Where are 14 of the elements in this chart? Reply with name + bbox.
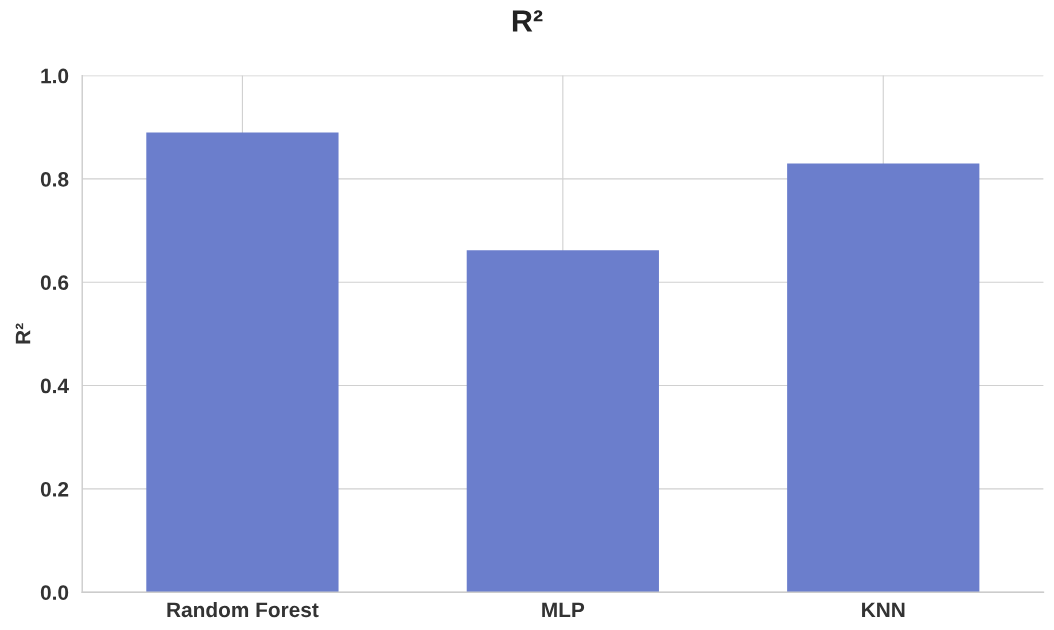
- x-tick-label: KNN: [862, 602, 905, 618]
- y-tick-label: 0.8: [40, 171, 69, 187]
- bar: [787, 163, 980, 593]
- bar: [466, 250, 659, 593]
- y-axis-title: R²: [15, 323, 31, 344]
- y-tick-label: 0.4: [40, 378, 69, 394]
- chart-title: R²: [512, 10, 543, 32]
- y-tick-label: 1.0: [41, 68, 69, 84]
- y-tick-label: 0.6: [40, 275, 69, 290]
- x-tick-label: MLP: [542, 602, 585, 618]
- x-tick-label: Random Forest: [167, 601, 319, 618]
- y-tick-label: 0.0: [40, 585, 69, 600]
- y-tick-label: 0.2: [40, 481, 69, 497]
- bar: [146, 132, 339, 593]
